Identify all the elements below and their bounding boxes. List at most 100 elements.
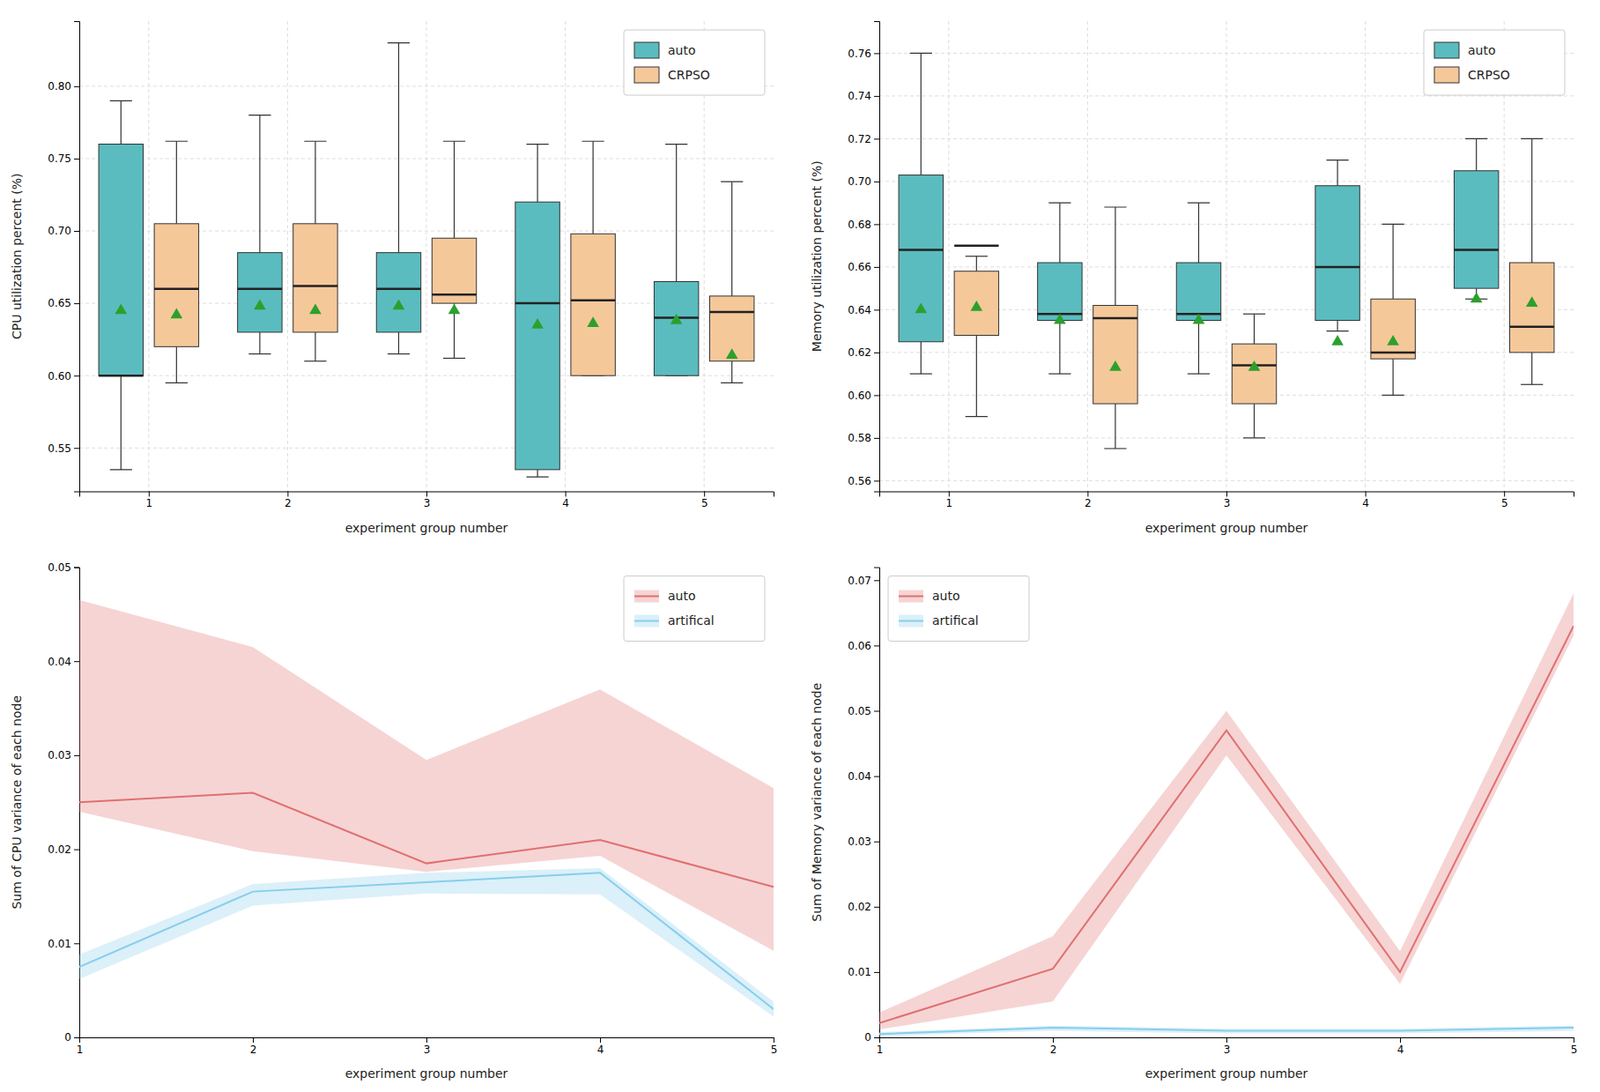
legend-box: [1423, 29, 1565, 96]
mean-marker: [1109, 360, 1122, 371]
median: [1315, 266, 1360, 269]
whisker-cap: [110, 100, 133, 102]
tick: 0.70: [847, 175, 880, 188]
box: [1176, 202, 1221, 374]
grid-line: [1226, 21, 1228, 492]
whisker-cap: [165, 140, 188, 142]
whisker-cap: [248, 114, 271, 116]
legend-box: [623, 576, 765, 642]
whisker: [1114, 403, 1116, 449]
legend-swatch: [1434, 42, 1460, 59]
tick-label: 5: [1570, 1043, 1578, 1056]
mean-marker: [914, 303, 927, 314]
whisker: [1531, 138, 1533, 263]
band: [879, 592, 1574, 1030]
y-axis-title: Memory utilization percent (%): [809, 160, 824, 352]
box: [1093, 207, 1138, 449]
tick: 0.64: [847, 303, 880, 317]
legend-item: artifical: [898, 613, 979, 628]
y-axis: 0.550.600.650.700.750.80: [47, 22, 80, 493]
box-body: [154, 223, 199, 348]
tick: 5: [701, 491, 709, 511]
legend-label: auto: [932, 588, 961, 603]
whisker-cap: [303, 140, 326, 142]
tick-mark: [74, 660, 80, 662]
mean-marker: [1192, 313, 1206, 325]
tick: 0.07: [847, 574, 880, 587]
x-axis-title: experiment group number: [345, 1066, 509, 1081]
tick-label: 3: [423, 496, 431, 510]
whisker-cap: [1048, 202, 1071, 204]
legend-label: artifical: [932, 613, 979, 628]
tick-mark: [874, 352, 880, 354]
grid-line: [879, 394, 1574, 396]
grid-line: [879, 138, 1574, 140]
grid-line: [879, 480, 1574, 482]
tick-label: 0.06: [847, 639, 872, 652]
tick-mark: [74, 567, 80, 569]
tick-label: 0.62: [847, 346, 872, 359]
tick-mark: [874, 644, 880, 646]
tick: 0.58: [847, 431, 880, 445]
legend-label: auto: [667, 43, 697, 58]
whisker: [1253, 403, 1255, 438]
grid-line: [948, 21, 949, 492]
tick-label: 0.03: [47, 748, 72, 762]
whisker: [1114, 207, 1116, 306]
box-body: [653, 281, 698, 376]
panel: 123450.550.600.650.700.750.80autoCRPSOex…: [9, 21, 775, 535]
line: [879, 1027, 1574, 1034]
y-axis: 0.560.580.600.620.640.660.680.700.720.74…: [847, 22, 880, 493]
legend-label: CRPSO: [1467, 67, 1511, 82]
tick-label: 2: [284, 496, 292, 510]
band: [79, 867, 774, 1017]
legend-item: auto: [634, 588, 697, 603]
mean-marker: [448, 303, 461, 314]
legend-box: [888, 576, 1030, 642]
whisker-cap: [720, 181, 743, 183]
tick: 0.66: [847, 260, 880, 274]
legend-swatch: [1434, 66, 1460, 83]
legend-swatch: [634, 614, 660, 628]
whisker: [176, 140, 178, 224]
whisker: [592, 140, 594, 234]
tick: 0.76: [847, 47, 880, 60]
tick-label: 2: [1084, 496, 1092, 510]
tick-mark: [874, 1037, 880, 1038]
whisker-cap: [665, 143, 688, 145]
tick-label: 1: [876, 1043, 884, 1056]
whisker: [731, 181, 733, 297]
whisker-cap: [1520, 384, 1543, 386]
plot-area: [898, 52, 1555, 449]
whisker: [1198, 320, 1200, 375]
axis-line: [80, 1037, 775, 1044]
box-body: [570, 233, 615, 376]
whisker-cap: [1382, 223, 1405, 225]
grid-line: [879, 95, 1574, 97]
whisker-cap: [443, 357, 466, 359]
axis-line: [874, 567, 881, 1038]
tick-mark: [874, 579, 880, 581]
median: [710, 311, 755, 314]
legend: autoCRPSO: [1423, 29, 1565, 96]
box-body: [1037, 262, 1082, 320]
tick-mark: [874, 711, 880, 712]
mean-marker: [1525, 296, 1539, 307]
tick-label: 0.68: [847, 218, 872, 231]
tick: 0.05: [47, 561, 80, 574]
tick-mark: [1400, 1037, 1401, 1043]
box: [154, 140, 199, 383]
tick-mark: [874, 96, 880, 97]
mean-marker: [114, 303, 127, 314]
whisker-cap: [1520, 138, 1543, 140]
panel: 123450.560.580.600.620.640.660.680.700.7…: [809, 21, 1575, 535]
box-body: [898, 175, 943, 342]
tick-mark: [74, 447, 80, 449]
mean-marker: [1470, 291, 1483, 303]
tick-label: 4: [562, 496, 570, 510]
box-body: [1370, 298, 1415, 359]
tick-label: 0.04: [847, 770, 872, 783]
axis-line: [880, 1037, 1575, 1044]
tick-label: 0.56: [847, 474, 872, 488]
grid-line: [1087, 21, 1089, 492]
